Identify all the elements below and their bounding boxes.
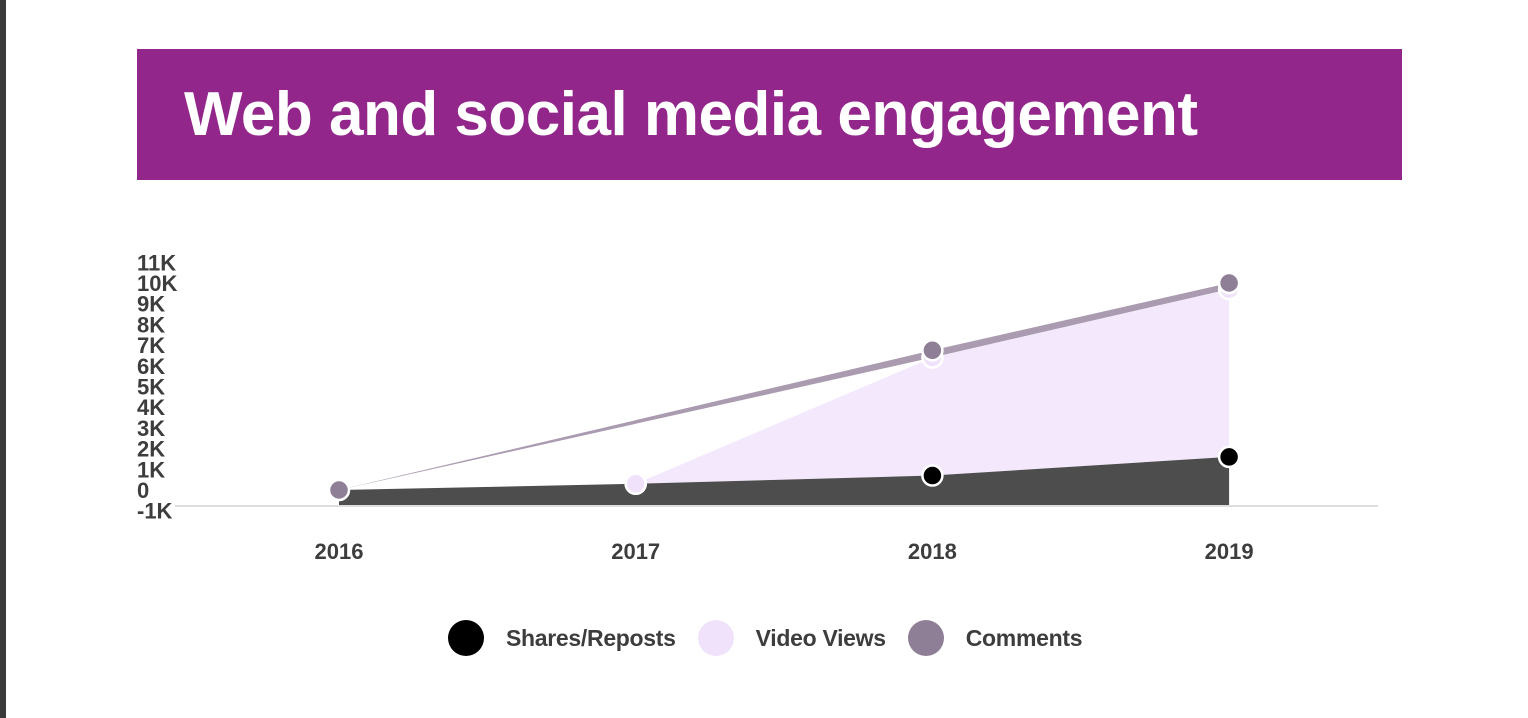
y-tick-label: 11K (137, 250, 176, 275)
y-tick-label: -1K (137, 499, 173, 524)
y-tick-label: 10K (137, 271, 177, 296)
marker-comments (921, 339, 944, 362)
marker-shares-reposts (1217, 445, 1241, 469)
marker-comments (327, 478, 351, 502)
legend-swatch-comments (907, 620, 944, 656)
y-tick-label: 9K (137, 292, 165, 317)
x-tick-label: 2016 (315, 539, 364, 564)
area-shares-reposts (339, 456, 1230, 506)
area-comments (339, 283, 1230, 490)
marker-comments (1217, 271, 1241, 295)
legend-swatch-shares (448, 620, 484, 656)
legend-label-video-views: Video Views (755, 624, 886, 651)
legend-label-comments: Comments (965, 624, 1083, 651)
title-banner: Web and social media engagement (137, 49, 1402, 180)
y-tick-label: 1K (137, 457, 165, 482)
chart-legend: Shares/Reposts Video Views Comments (448, 619, 1104, 657)
window-left-edge (0, 0, 6, 718)
y-tick-label: 0 (137, 478, 149, 503)
legend-swatch-video-views (697, 620, 734, 656)
legend-item-comments[interactable]: Comments (907, 620, 1083, 656)
y-tick-label: 5K (137, 375, 165, 400)
data-point-markers (327, 271, 1241, 502)
y-tick-label: 6K (137, 354, 165, 379)
legend-item-video-views[interactable]: Video Views (697, 620, 886, 656)
y-tick-label: 7K (137, 333, 165, 358)
legend-label-shares: Shares/Reposts (506, 624, 676, 651)
y-tick-label: 2K (137, 437, 165, 462)
legend-item-shares[interactable]: Shares/Reposts (448, 620, 676, 656)
y-tick-label: 4K (137, 395, 165, 420)
x-axis-ticks: 2016 2017 2018 2019 (315, 539, 1254, 564)
x-tick-label: 2019 (1205, 539, 1254, 564)
x-tick-label: 2017 (611, 539, 660, 564)
area-video-views (339, 289, 1230, 490)
x-tick-label: 2018 (908, 539, 957, 564)
marker-shares-reposts (921, 464, 944, 487)
chart-title: Web and social media engagement (184, 80, 1198, 149)
marker-video-views (624, 472, 647, 496)
stacked-areas (339, 283, 1230, 506)
y-tick-label: 8K (137, 312, 165, 337)
y-tick-label: 3K (137, 416, 165, 441)
